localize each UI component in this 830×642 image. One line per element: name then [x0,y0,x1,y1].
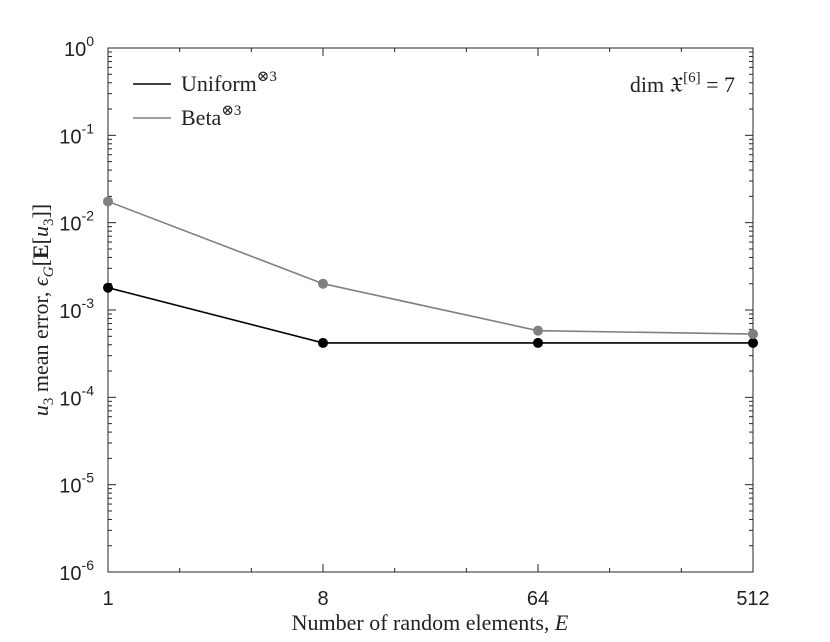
plot-area [107,47,754,573]
series-line-1 [107,200,754,335]
x-tick-label: 64 [527,588,549,610]
legend-label-beta: Beta⊗3 [181,103,241,130]
y-tick-label: 10-5 [59,470,94,498]
legend-label-uniform-base: Uniform [181,71,257,96]
series-group [103,196,758,348]
y-tick-label: 100 [64,33,94,61]
y-tick-label: 10-3 [59,295,94,323]
x-tick-label: 8 [317,588,328,610]
series-point-1 [318,278,328,289]
legend-label-beta-base: Beta [181,105,222,130]
x-tick-label: 512 [736,588,769,610]
x-tick-label: 1 [102,588,113,610]
chart-annotation: dim 𝔛[6] = 7 [630,70,735,97]
series-point-1 [748,329,758,340]
y-tick-label: 10-6 [59,557,94,585]
y-tick-label: 10-1 [59,120,94,148]
legend-label-beta-sup: ⊗3 [221,103,241,119]
series-point-0 [533,337,543,348]
series-line-0 [107,286,753,344]
y-tick-label: 10-4 [59,382,94,410]
series-point-1 [533,325,543,336]
series-point-0 [318,337,328,348]
series-point-0 [748,337,758,348]
y-axis-ticks: 100 10-1 10-2 10-3 10-4 10-5 10-6 [59,33,753,585]
series-point-1 [103,196,113,207]
legend-label-uniform: Uniform⊗3 [181,69,277,96]
y-tick-label: 10-2 [59,208,94,236]
series-point-0 [103,282,113,293]
y-axis-label: u3 mean error, ϵG[E[u3]] [28,204,57,416]
x-axis-label: Number of random elements, E [292,610,569,635]
x-axis-ticks: 1 8 64 512 [102,48,770,610]
legend-label-uniform-sup: ⊗3 [257,69,277,85]
legend: Uniform⊗3 Beta⊗3 [133,69,277,130]
